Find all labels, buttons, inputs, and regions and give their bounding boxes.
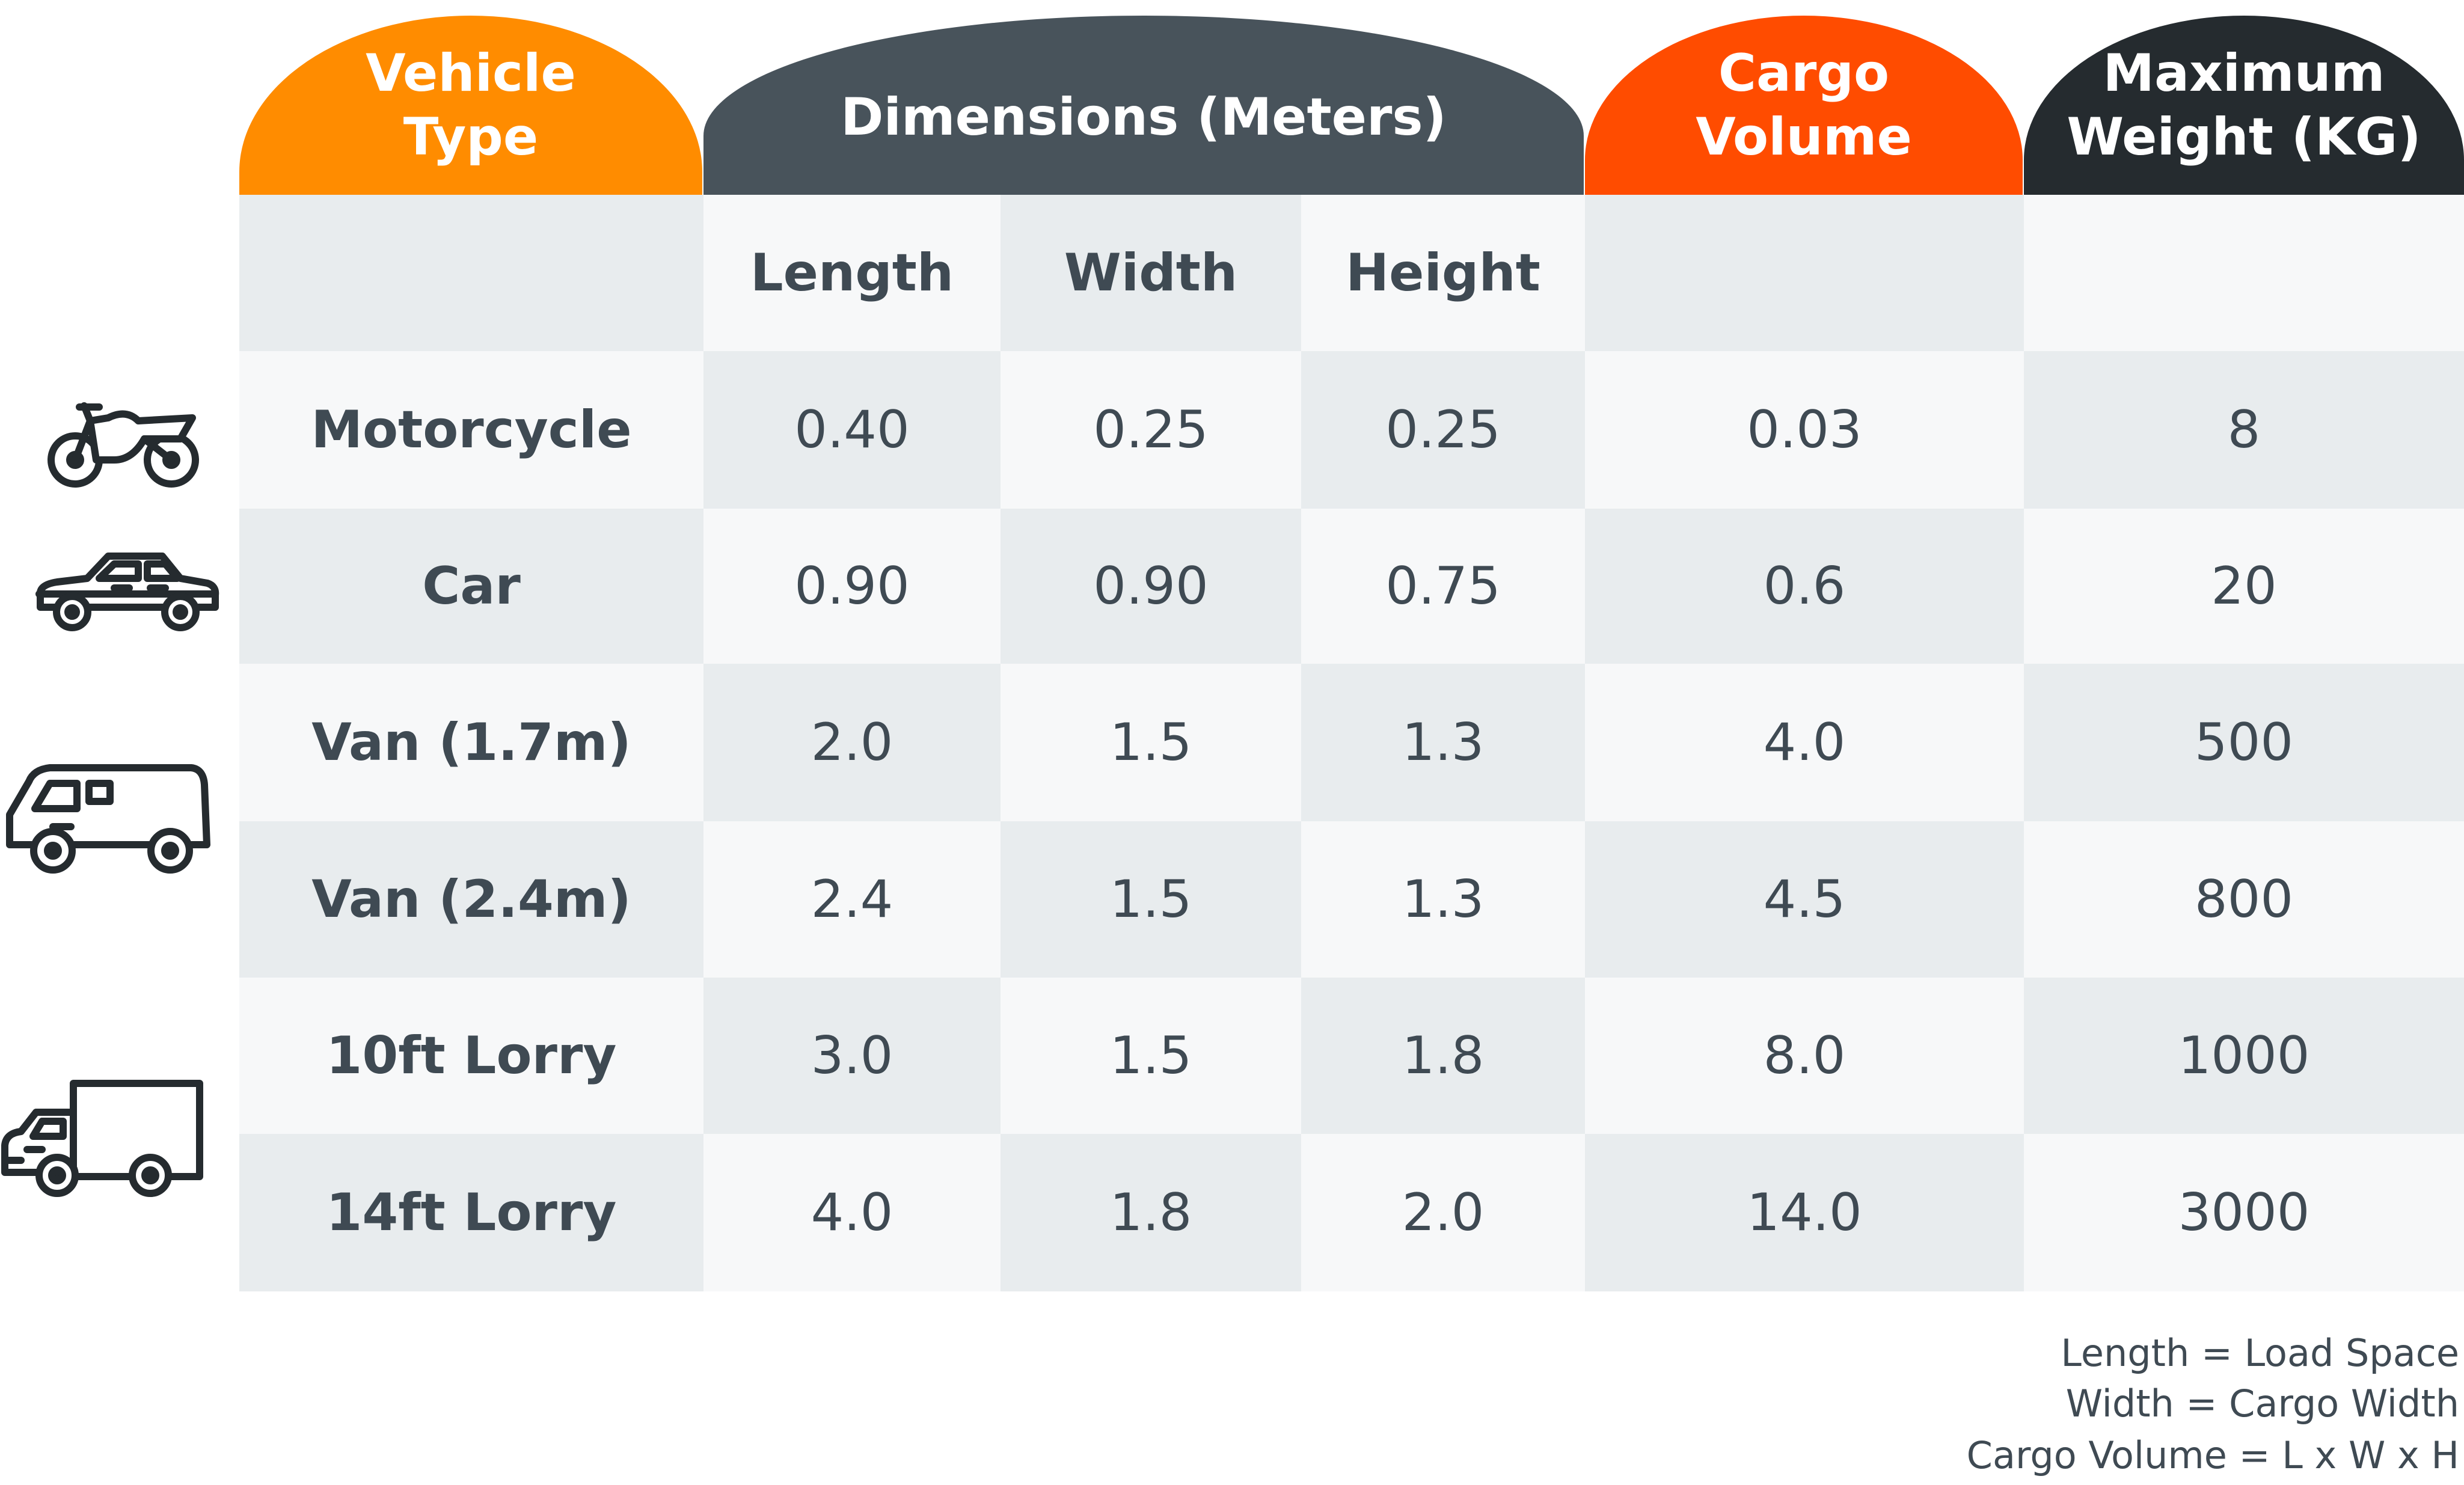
table-cell-width: 1.5 (1001, 664, 1301, 821)
table-cell-length: 0.90 (703, 509, 1001, 664)
header-max-weight-line1: Maximum (2103, 43, 2385, 103)
table-cell-length-text: 0.90 (794, 556, 910, 616)
motorcycle-icon (42, 394, 204, 490)
table-cell-length-text: 2.0 (811, 712, 893, 773)
table-cell-vehicle-text: 10ft Lorry (326, 1026, 617, 1086)
table-cell-weight: 500 (2024, 664, 2464, 821)
table-cell-length-text: 4.0 (811, 1183, 893, 1243)
table-cell-vehicle-text: 14ft Lorry (326, 1183, 617, 1243)
table-cell-weight: 1000 (2024, 978, 2464, 1134)
table-cell-volume-text: 14.0 (1747, 1183, 1862, 1243)
table-cell-vehicle: 10ft Lorry (239, 978, 703, 1134)
table-cell-length: 4.0 (703, 1134, 1001, 1291)
table-cell-weight: 20 (2024, 509, 2464, 664)
table-cell-width: 0.25 (1001, 351, 1301, 509)
table-cell-width-text: 1.8 (1109, 1183, 1192, 1243)
subheader-blank (2024, 195, 2464, 351)
table-cell-weight-text: 20 (2211, 556, 2277, 616)
table-cell-length: 0.40 (703, 351, 1001, 509)
table-cell-height-text: 2.0 (1402, 1183, 1485, 1243)
subheader-length: Length (703, 195, 1001, 351)
table-cell-height-text: 0.75 (1385, 556, 1501, 616)
table-cell-volume: 8.0 (1585, 978, 2024, 1134)
header-cargo-volume-line1: Cargo (1718, 43, 1890, 103)
table-cell-volume: 0.6 (1585, 509, 2024, 664)
table-cell-weight-text: 3000 (2178, 1183, 2310, 1243)
note-width: Width = Cargo Width (2065, 1382, 2459, 1425)
table-cell-vehicle-text: Van (1.7m) (311, 712, 631, 773)
table-cell-height-text: 1.3 (1402, 712, 1485, 773)
table-cell-length: 2.4 (703, 821, 1001, 978)
subheader-blank (239, 195, 703, 351)
table-cell-vehicle-text: Motorcycle (311, 400, 632, 460)
table-cell-height: 0.25 (1301, 351, 1585, 509)
table-cell-height-text: 1.8 (1402, 1026, 1485, 1086)
table-cell-height: 1.3 (1301, 821, 1585, 978)
header-dimensions-label: Dimensions (Meters) (841, 87, 1447, 147)
table-cell-length-text: 0.40 (794, 400, 910, 460)
table-cell-length-text: 3.0 (811, 1026, 893, 1086)
table-cell-height: 0.75 (1301, 509, 1585, 664)
table-cell-width: 1.5 (1001, 978, 1301, 1134)
table-cell-width-text: 1.5 (1109, 712, 1192, 773)
table-cell-volume-text: 0.6 (1763, 556, 1846, 616)
note-length: Length = Load Space (2061, 1331, 2459, 1375)
table-cell-vehicle: Car (239, 509, 703, 664)
table-cell-volume: 4.5 (1585, 821, 2024, 978)
table-cell-weight-text: 8 (2227, 400, 2261, 460)
lorry-icon (0, 1076, 207, 1202)
header-vehicle-type-line1: Vehicle (366, 43, 576, 103)
table-cell-weight: 800 (2024, 821, 2464, 978)
car-icon (33, 547, 222, 637)
subheader-blank (1585, 195, 2024, 351)
header-cargo-volume-line2: Volume (1696, 107, 1912, 167)
header-vehicle-type: Vehicle Type (239, 16, 702, 195)
subheader-height-text: Height (1346, 243, 1540, 303)
table-cell-weight-text: 800 (2194, 869, 2294, 929)
subheader-width: Width (1001, 195, 1301, 351)
note-cargo-volume: Cargo Volume = L x W x H (1966, 1433, 2459, 1477)
table-cell-width-text: 1.5 (1109, 1026, 1192, 1086)
table-cell-volume: 4.0 (1585, 664, 2024, 821)
subheader-height: Height (1301, 195, 1585, 351)
table-cell-weight: 8 (2024, 351, 2464, 509)
table-cell-weight-text: 500 (2194, 712, 2294, 773)
table-cell-volume-text: 4.5 (1763, 869, 1846, 929)
table-cell-vehicle: 14ft Lorry (239, 1134, 703, 1291)
table-cell-vehicle: Motorcycle (239, 351, 703, 509)
table-cell-volume-text: 4.0 (1763, 712, 1846, 773)
subheader-width-text: Width (1064, 243, 1238, 303)
table-cell-volume-text: 8.0 (1763, 1026, 1846, 1086)
header-max-weight: Maximum Weight (KG) (2024, 16, 2464, 195)
subheader-length-text: Length (750, 243, 954, 303)
table-cell-weight: 3000 (2024, 1134, 2464, 1291)
table-cell-width-text: 0.25 (1093, 400, 1209, 460)
header-dimensions: Dimensions (Meters) (703, 16, 1584, 195)
header-vehicle-type-line2: Type (403, 107, 539, 167)
table-cell-length: 2.0 (703, 664, 1001, 821)
table-cell-width-text: 1.5 (1109, 869, 1192, 929)
table-cell-vehicle: Van (2.4m) (239, 821, 703, 978)
table-cell-volume-text: 0.03 (1747, 400, 1862, 460)
table-cell-vehicle-text: Car (422, 556, 521, 616)
table-cell-height: 1.3 (1301, 664, 1585, 821)
table-cell-length-text: 2.4 (811, 869, 893, 929)
table-cell-height-text: 0.25 (1385, 400, 1501, 460)
table-cell-height: 1.8 (1301, 978, 1585, 1134)
table-cell-height: 2.0 (1301, 1134, 1585, 1291)
table-cell-vehicle: Van (1.7m) (239, 664, 703, 821)
table-cell-width: 0.90 (1001, 509, 1301, 664)
header-max-weight-line2: Weight (KG) (2067, 107, 2421, 167)
table-cell-volume: 14.0 (1585, 1134, 2024, 1291)
table-cell-width: 1.5 (1001, 821, 1301, 978)
table-cell-length: 3.0 (703, 978, 1001, 1134)
table-cell-height-text: 1.3 (1402, 869, 1485, 929)
table-cell-width: 1.8 (1001, 1134, 1301, 1291)
table-cell-width-text: 0.90 (1093, 556, 1209, 616)
table-cell-volume: 0.03 (1585, 351, 2024, 509)
table-cell-vehicle-text: Van (2.4m) (311, 869, 631, 929)
van-icon (5, 761, 212, 878)
table-cell-weight-text: 1000 (2178, 1026, 2310, 1086)
header-cargo-volume: Cargo Volume (1585, 16, 2023, 195)
